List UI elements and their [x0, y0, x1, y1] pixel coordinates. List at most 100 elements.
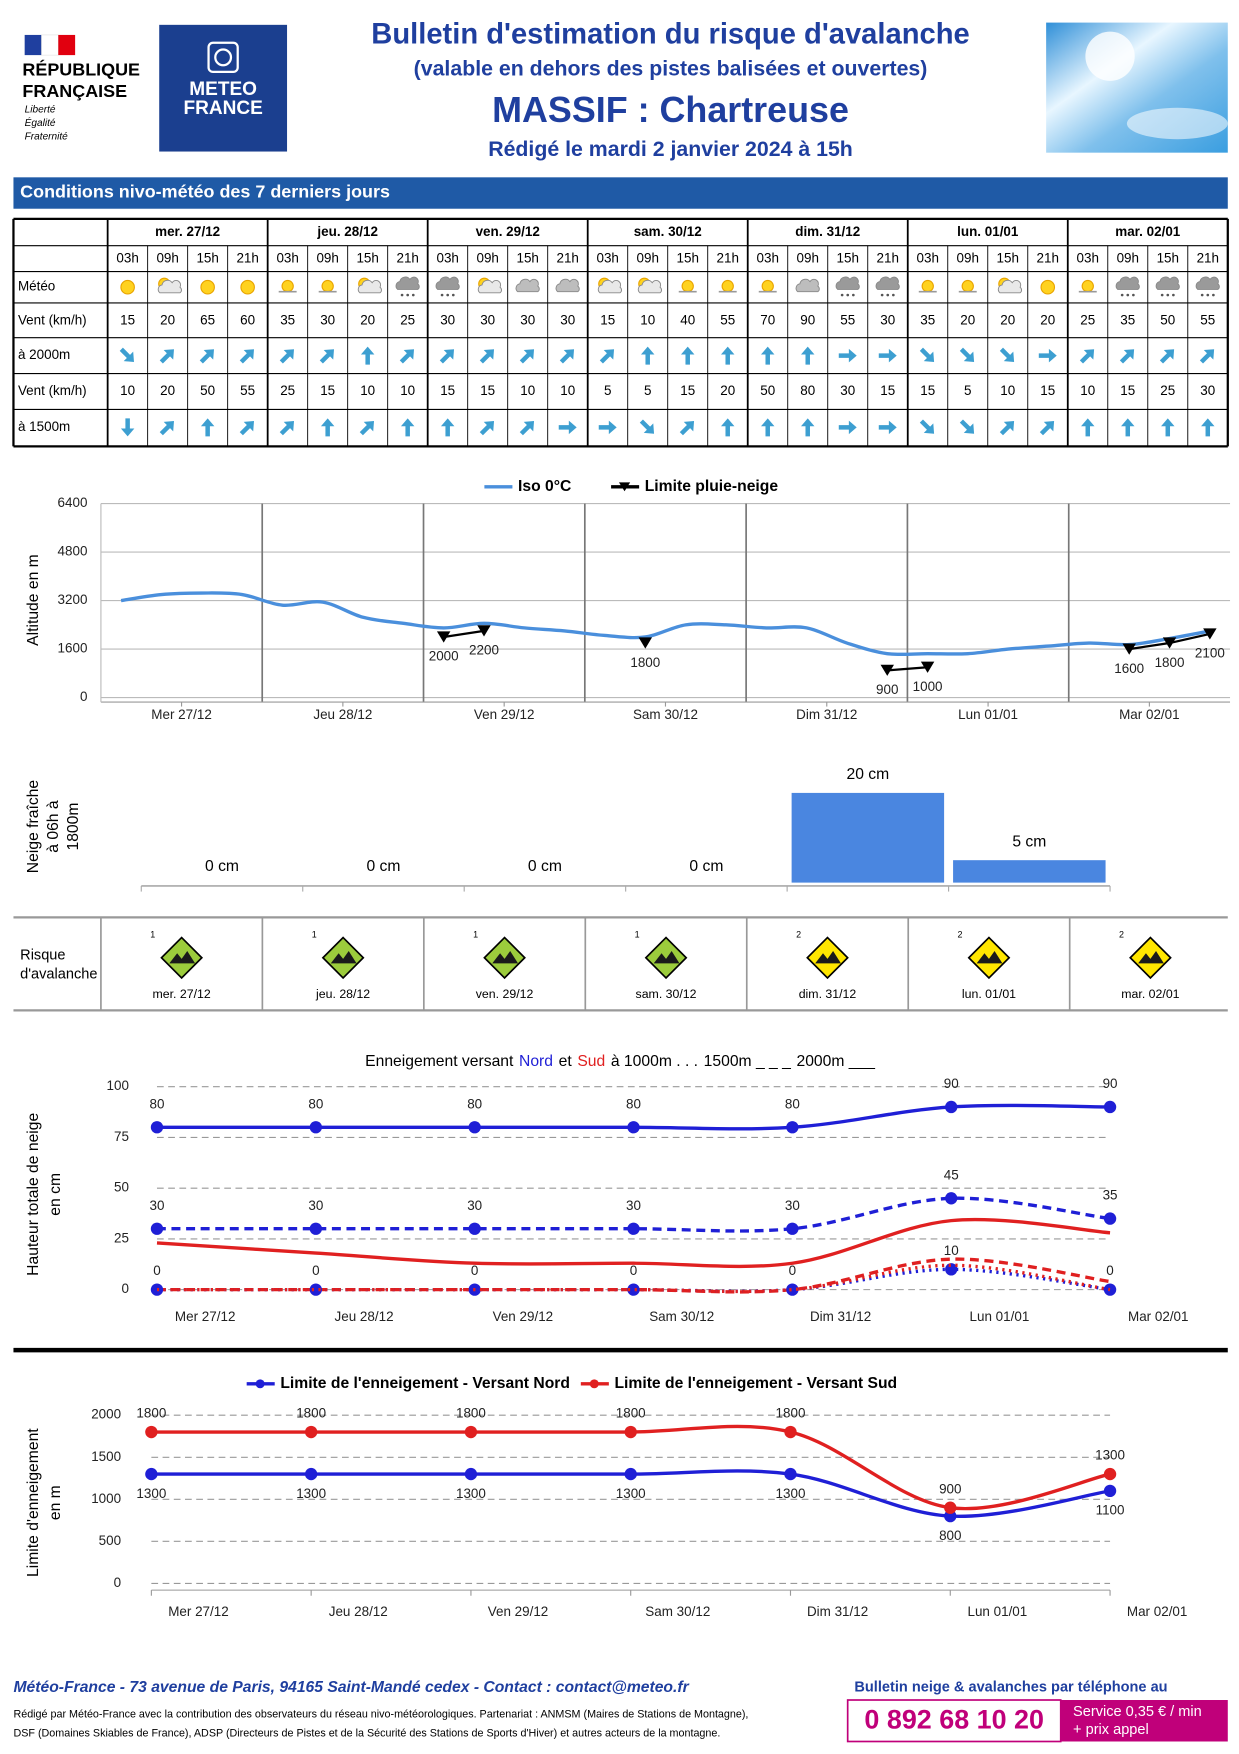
data-label: 80 [150, 1096, 165, 1111]
data-label: 1800 [456, 1406, 486, 1421]
price: Service 0,35 € / min [1073, 1704, 1202, 1720]
wind-arrow [598, 420, 617, 435]
point [627, 1283, 640, 1296]
hour-label: 15h [677, 251, 699, 266]
point [920, 661, 935, 673]
flake [886, 293, 890, 297]
data-label: 1300 [456, 1486, 486, 1501]
point [468, 1121, 481, 1134]
cloud [1195, 276, 1220, 290]
y-tick-label: 6400 [58, 495, 88, 510]
weather-icon [958, 279, 977, 293]
weather-icon [1115, 276, 1140, 297]
weather-icon [835, 276, 860, 297]
wind-arrow [919, 347, 935, 362]
hour-label: 15h [997, 251, 1019, 266]
risk-mountain [330, 951, 357, 964]
wind-arrow [720, 418, 735, 437]
wind-speed: 50 [1160, 312, 1175, 327]
day-header: sam. 30/12 [634, 224, 702, 239]
wind-speed: 55 [240, 383, 255, 398]
footer-note: DSF (Domaines Skiables de France), ADSP … [13, 1727, 720, 1739]
legend-label: Limite de l'enneigement - Versant Sud [614, 1375, 897, 1392]
cloud [637, 279, 662, 294]
x-tick-label: Mar 02/01 [1127, 1604, 1188, 1619]
cloud [795, 278, 820, 293]
wind-speed: 10 [520, 383, 535, 398]
point [786, 1121, 799, 1134]
section-bar [13, 177, 1228, 209]
day-header: mer. 27/12 [155, 224, 220, 239]
y-tick-label: 4800 [58, 544, 88, 559]
wind-speed: 15 [680, 383, 695, 398]
hour-label: 15h [516, 251, 538, 266]
wind-arrow [319, 349, 335, 364]
wind-speed: 10 [400, 383, 415, 398]
meteo-france-text: FRANCE [183, 98, 262, 119]
legend-marker [589, 1379, 599, 1389]
motto: Égalité [25, 116, 56, 129]
risk-level: 1 [150, 930, 155, 940]
wind-arrow [320, 418, 335, 437]
y-axis-label: Hauteur totale de neige [25, 1113, 42, 1276]
hour-label: 09h [316, 251, 338, 266]
point [945, 1100, 958, 1114]
legend-marker [255, 1379, 265, 1389]
wind-speed: 20 [160, 312, 175, 327]
risk-icon [644, 936, 688, 980]
legend-label: Limite de l'enneigement - Versant Nord [280, 1375, 570, 1392]
data-label: 1800 [630, 655, 660, 670]
wind-speed: 30 [840, 383, 855, 398]
sun [1081, 279, 1094, 293]
wind-speed: 25 [1080, 312, 1095, 327]
wind-speed: 30 [320, 312, 335, 327]
data-label: 900 [876, 682, 898, 697]
wind-arrow [519, 421, 535, 436]
motto: Liberté [25, 105, 56, 116]
flake [1200, 293, 1204, 297]
weather-icon [357, 277, 382, 294]
address: Météo-France - 73 avenue de Paris, 94165… [13, 1679, 689, 1696]
wind-arrow [959, 347, 975, 362]
weather-icon [240, 279, 255, 295]
wind-arrow [199, 349, 214, 364]
point [1203, 628, 1217, 640]
cloud [515, 278, 540, 293]
weather-icon [918, 279, 937, 293]
wind-speed: 15 [920, 383, 935, 398]
weather-icon [875, 276, 900, 297]
cloud [997, 279, 1022, 294]
point [477, 625, 491, 637]
weather-icon [318, 279, 337, 293]
data-label: 30 [150, 1198, 165, 1213]
risk-mountain [815, 951, 841, 964]
data-label: 1800 [776, 1406, 806, 1421]
risk-mountain [1138, 951, 1164, 964]
hour-label: 21h [396, 251, 418, 266]
wind-arrow [440, 418, 455, 437]
sun [200, 279, 215, 295]
risk-label: Risque [20, 947, 65, 963]
wind-speed: 65 [200, 312, 215, 327]
wind-speed: 15 [1120, 383, 1135, 398]
hour-label: 15h [356, 251, 378, 266]
avalanche-risk: Risque d'avalanche 1 mer. 27/12 1 jeu. 28/12 1… [13, 916, 1228, 1012]
wind-arrow [679, 421, 695, 436]
flake [440, 293, 444, 297]
wind-arrow [360, 346, 375, 365]
wind-speed: 60 [240, 312, 255, 327]
sun [240, 279, 255, 295]
point [464, 1467, 478, 1481]
risk-day: ven. 29/12 [476, 987, 534, 1001]
wind-arrow [760, 418, 775, 437]
wind-arrow [119, 347, 134, 362]
series-line [443, 629, 1211, 672]
data-label: 20 cm [846, 766, 889, 783]
point [1103, 1484, 1117, 1498]
title-part: 2000m ___ [796, 1053, 875, 1070]
wind-speed: 5 [604, 383, 611, 398]
sun [321, 279, 334, 293]
x-tick-label: Sam 30/12 [633, 707, 698, 722]
wind-arrow [1039, 421, 1055, 436]
